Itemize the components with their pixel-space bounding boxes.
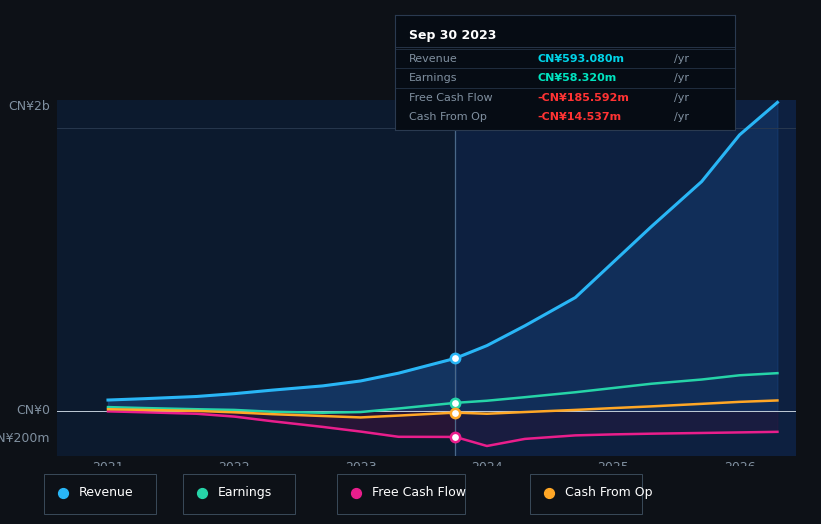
Text: -CN¥185.592m: -CN¥185.592m	[538, 93, 630, 103]
Text: CN¥593.080m: CN¥593.080m	[538, 53, 625, 64]
Point	[350, 488, 363, 497]
Text: Past: Past	[422, 72, 448, 85]
Text: Free Cash Flow: Free Cash Flow	[409, 93, 493, 103]
Point	[449, 354, 462, 363]
Text: Revenue: Revenue	[409, 53, 457, 64]
Bar	[57, 100, 456, 456]
Text: /yr: /yr	[674, 73, 689, 83]
Bar	[456, 100, 796, 456]
Text: Earnings: Earnings	[409, 73, 457, 83]
Text: Earnings: Earnings	[218, 486, 272, 499]
Text: /yr: /yr	[674, 93, 689, 103]
Point	[449, 408, 462, 417]
Point	[57, 488, 70, 497]
Text: -CN¥200m: -CN¥200m	[0, 432, 50, 445]
Text: /yr: /yr	[674, 53, 689, 64]
Text: Revenue: Revenue	[79, 486, 133, 499]
Point	[449, 433, 462, 441]
Text: Cash From Op: Cash From Op	[409, 112, 487, 122]
Text: CN¥58.320m: CN¥58.320m	[538, 73, 617, 83]
Point	[543, 488, 556, 497]
Text: Cash From Op: Cash From Op	[565, 486, 653, 499]
Text: /yr: /yr	[674, 112, 689, 122]
Text: -CN¥14.537m: -CN¥14.537m	[538, 112, 622, 122]
Text: CN¥2b: CN¥2b	[8, 100, 50, 113]
Text: CN¥0: CN¥0	[16, 404, 50, 417]
Text: Analysts Forecasts: Analysts Forecasts	[463, 72, 579, 85]
Point	[195, 488, 209, 497]
Point	[449, 399, 462, 407]
Text: Sep 30 2023: Sep 30 2023	[409, 29, 496, 42]
Text: Free Cash Flow: Free Cash Flow	[372, 486, 466, 499]
